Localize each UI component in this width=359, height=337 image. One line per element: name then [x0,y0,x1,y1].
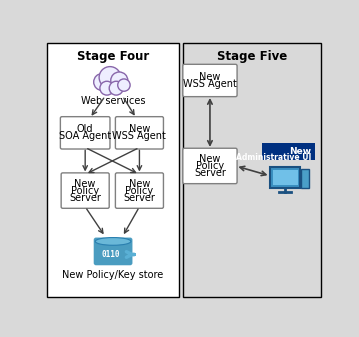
Text: Server: Server [194,168,226,178]
Circle shape [99,67,121,88]
Text: New Policy/Key store: New Policy/Key store [62,270,164,280]
Text: Policy: Policy [196,161,224,171]
FancyBboxPatch shape [183,64,237,97]
FancyBboxPatch shape [94,238,132,265]
Text: Web services: Web services [81,96,145,106]
FancyBboxPatch shape [302,169,309,187]
Ellipse shape [95,238,131,245]
Text: New: New [199,72,221,82]
Text: New: New [289,147,312,156]
FancyBboxPatch shape [60,117,110,149]
Text: Policy: Policy [125,186,154,195]
FancyBboxPatch shape [47,43,179,297]
FancyBboxPatch shape [183,148,237,184]
Text: New: New [129,179,150,189]
Circle shape [111,72,128,89]
Text: SOA Agent: SOA Agent [59,131,111,141]
Circle shape [94,73,111,91]
Text: 0110: 0110 [102,250,120,259]
Text: Stage Four: Stage Four [77,51,149,63]
FancyBboxPatch shape [273,170,298,185]
FancyBboxPatch shape [61,173,109,208]
Circle shape [109,81,123,95]
Text: New: New [74,179,96,189]
Text: Stage Five: Stage Five [217,51,287,63]
FancyBboxPatch shape [183,43,321,297]
Text: Old: Old [77,124,93,134]
Text: New: New [199,154,221,164]
FancyBboxPatch shape [115,117,163,149]
Text: WSS Agent: WSS Agent [183,79,237,89]
FancyBboxPatch shape [270,167,300,187]
Text: New: New [129,124,150,134]
FancyBboxPatch shape [262,143,314,160]
FancyBboxPatch shape [115,173,163,208]
Text: Server: Server [69,193,101,203]
Text: Administrative UI: Administrative UI [236,153,312,162]
Circle shape [100,81,114,95]
Text: Server: Server [123,193,155,203]
Text: WSS Agent: WSS Agent [112,131,166,141]
Text: Policy: Policy [71,186,99,195]
Circle shape [118,79,130,91]
